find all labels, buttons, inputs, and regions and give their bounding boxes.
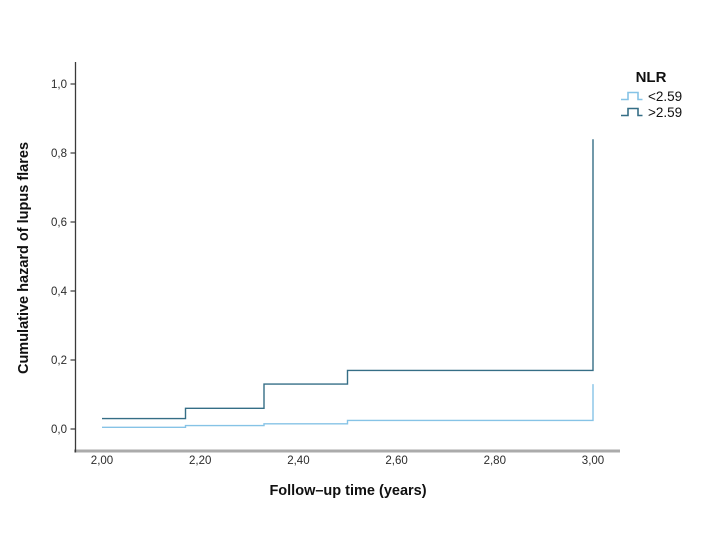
x-tick-label: 2,80 [484, 455, 506, 467]
y-tick-label: 0,8 [51, 148, 67, 160]
legend-label-gt: >2.59 [648, 105, 682, 120]
y-tick-label: 1,0 [51, 79, 67, 91]
x-tick-label: 2,40 [287, 455, 309, 467]
legend-title: NLR [636, 69, 667, 86]
step-line-swatch-icon [621, 91, 643, 101]
series-step-line [102, 384, 594, 428]
x-axis-title: Follow–up time (years) [269, 483, 426, 499]
x-tick-label: 3,00 [582, 455, 604, 467]
x-tick-label: 2,20 [189, 455, 211, 467]
plot-area: 0,0 0,2 0,4 0,6 0,8 1,0 2,00 2,20 2,40 2,60 2,80 3,… [51, 62, 620, 467]
y-tick-label: 0,6 [51, 217, 67, 229]
y-tick-label: 0,0 [51, 424, 67, 436]
legend-label-lt: <2.59 [648, 89, 682, 104]
x-tick-label: 2,00 [91, 455, 113, 467]
y-tick-label: 0,4 [51, 286, 68, 298]
series-step-line [102, 139, 594, 420]
y-axis-title: Cumulative hazard of lupus flares [16, 142, 32, 374]
x-tick-label: 2,60 [385, 455, 407, 467]
legend: NLR <2.59 >2.59 [621, 69, 682, 120]
y-tick-label: 0,2 [51, 355, 67, 367]
step-line-swatch-icon [621, 107, 643, 117]
